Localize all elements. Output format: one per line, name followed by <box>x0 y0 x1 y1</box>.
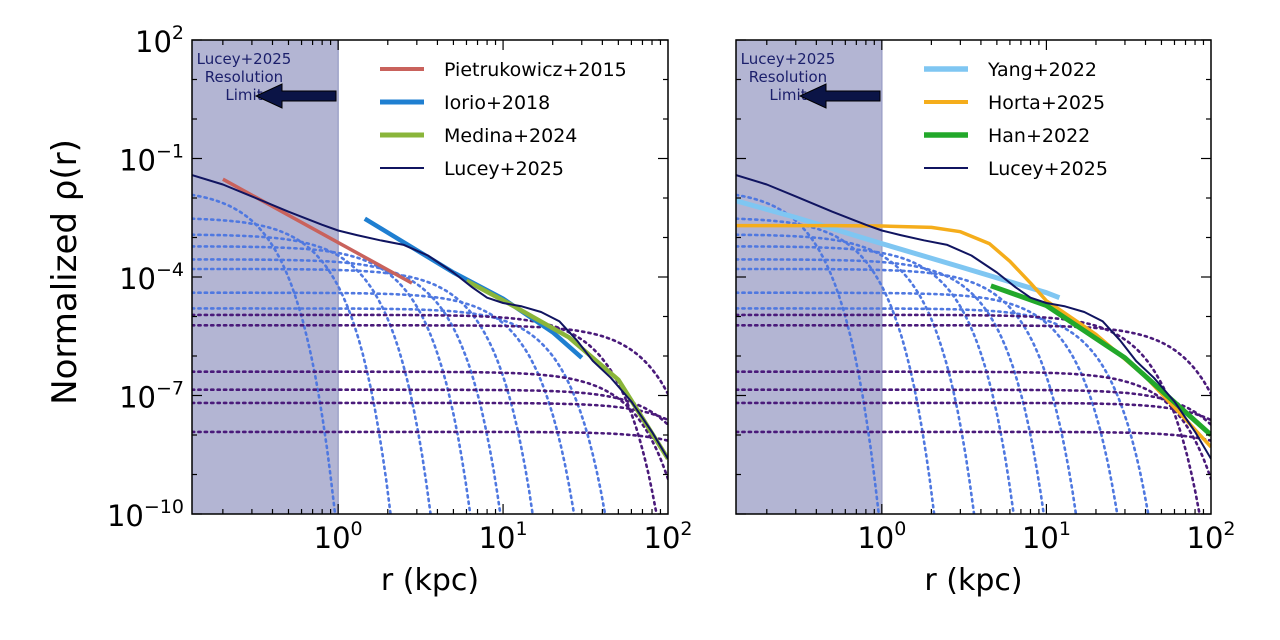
x-tick-base: 10 <box>857 521 894 555</box>
series-line-lucey-2025 <box>736 174 1211 460</box>
plot-area <box>192 40 668 514</box>
component-curve-blue-7 <box>736 291 1119 514</box>
legend-label-horta-2025: Horta+2025 <box>988 92 1105 114</box>
component-curve-purple-5 <box>736 401 1211 422</box>
y-tick-exponent: −10 <box>144 496 184 518</box>
resolution-label-line: Resolution <box>205 68 283 86</box>
x-tick-exponent: 2 <box>1223 518 1235 540</box>
legend-label-lucey-2025: Lucey+2025 <box>988 158 1108 180</box>
resolution-label-line: Resolution <box>749 68 827 86</box>
component-curve-blue-2 <box>192 217 392 514</box>
legend-label-lucey-2025: Lucey+2025 <box>444 158 564 180</box>
resolution-label-line: Lucey+2025 <box>741 50 836 68</box>
x-tick-exponent: 2 <box>680 518 692 540</box>
x-tick-exponent: 0 <box>351 518 363 540</box>
x-tick-exponent: 1 <box>1059 518 1071 540</box>
component-curve-blue-8 <box>736 307 1150 514</box>
component-curve-purple-6 <box>736 430 1211 442</box>
resolution-arrow <box>254 83 337 109</box>
y-tick-exponent: −7 <box>156 378 184 400</box>
resolution-label-line: Limit <box>225 86 262 104</box>
component-curve-purple-6 <box>192 430 668 442</box>
series-line-medina-2024 <box>465 278 668 460</box>
legend-label-iorio-2018: Iorio+2018 <box>444 92 550 114</box>
y-tick-label: 102 <box>135 22 184 59</box>
component-curve-purple-1 <box>192 313 658 514</box>
x-tick-label: 101 <box>1022 518 1071 555</box>
y-tick-exponent: 2 <box>172 22 184 44</box>
x-tick-base: 10 <box>644 521 681 555</box>
resolution-label: Lucey+2025 Resolution Limit <box>197 50 292 104</box>
x-tick-base: 10 <box>314 521 351 555</box>
x-axis-label: r (kpc) <box>381 563 479 598</box>
x-tick-base: 10 <box>1022 521 1059 555</box>
component-curve-purple-2 <box>736 324 1211 396</box>
y-tick-base: 10 <box>119 144 156 178</box>
component-curve-blue-4 <box>192 245 472 514</box>
x-tick-exponent: 1 <box>515 518 527 540</box>
series-line-yang-2022 <box>736 198 1061 301</box>
component-curve-blue-2 <box>736 217 936 514</box>
x-tick-label: 100 <box>857 518 906 555</box>
component-curve-blue-7 <box>192 291 576 514</box>
y-tick-base: 10 <box>107 499 144 533</box>
resolution-arrow <box>798 83 881 109</box>
x-axis-label: r (kpc) <box>924 563 1022 598</box>
component-curve-blue-5 <box>192 258 502 514</box>
component-curve-purple-4 <box>736 388 1211 426</box>
resolution-label-line: Lucey+2025 <box>197 50 292 68</box>
component-curve-blue-6 <box>736 267 1078 514</box>
y-tick-base: 10 <box>135 25 172 59</box>
y-tick-base: 10 <box>119 262 156 296</box>
x-tick-base: 10 <box>1187 521 1224 555</box>
y-tick-label: 10−10 <box>107 496 184 533</box>
legend-label-han-2022: Han+2022 <box>988 125 1090 147</box>
resolution-label-line: Limit <box>769 86 806 104</box>
y-tick-exponent: −1 <box>156 141 184 163</box>
x-tick-label: 101 <box>479 518 528 555</box>
component-curve-blue-3 <box>736 233 976 514</box>
legend-label-medina-2024: Medina+2024 <box>444 125 577 147</box>
legend-label-pietrukowicz-2015: Pietrukowicz+2015 <box>444 59 627 81</box>
resolution-limit-region <box>736 40 882 514</box>
resolution-label: Lucey+2025 Resolution Limit <box>741 50 836 104</box>
component-curve-blue-6 <box>192 267 534 514</box>
y-tick-exponent: −4 <box>156 259 184 281</box>
y-tick-label: 10−4 <box>119 259 184 296</box>
component-curve-purple-1 <box>736 313 1201 514</box>
y-axis-label: Normalized ρ(r) <box>45 139 85 405</box>
x-tick-base: 10 <box>479 521 516 555</box>
x-tick-label: 100 <box>314 518 363 555</box>
x-tick-label: 102 <box>1187 518 1236 555</box>
component-curve-blue-3 <box>192 233 432 514</box>
component-curve-blue-1 <box>736 193 881 514</box>
plot-area <box>736 40 1211 514</box>
component-curve-blue-5 <box>736 258 1046 514</box>
component-curve-purple-4 <box>192 388 668 426</box>
x-tick-label: 102 <box>644 518 693 555</box>
component-curve-blue-1 <box>192 193 337 514</box>
component-curve-purple-3 <box>192 370 668 481</box>
component-curve-purple-3 <box>736 370 1211 481</box>
component-curve-blue-8 <box>192 307 607 514</box>
y-tick-base: 10 <box>119 381 156 415</box>
y-tick-label: 10−1 <box>119 141 184 178</box>
component-curve-purple-2 <box>192 324 668 396</box>
y-tick-label: 10−7 <box>119 378 184 415</box>
component-curve-purple-5 <box>192 401 668 422</box>
x-tick-exponent: 0 <box>894 518 906 540</box>
resolution-limit-region <box>192 40 339 514</box>
series-line-han-2022 <box>990 283 1211 437</box>
component-curve-blue-4 <box>736 245 1015 514</box>
series-line-lucey-2025 <box>192 174 668 460</box>
legend-label-yang-2022: Yang+2022 <box>987 59 1097 81</box>
